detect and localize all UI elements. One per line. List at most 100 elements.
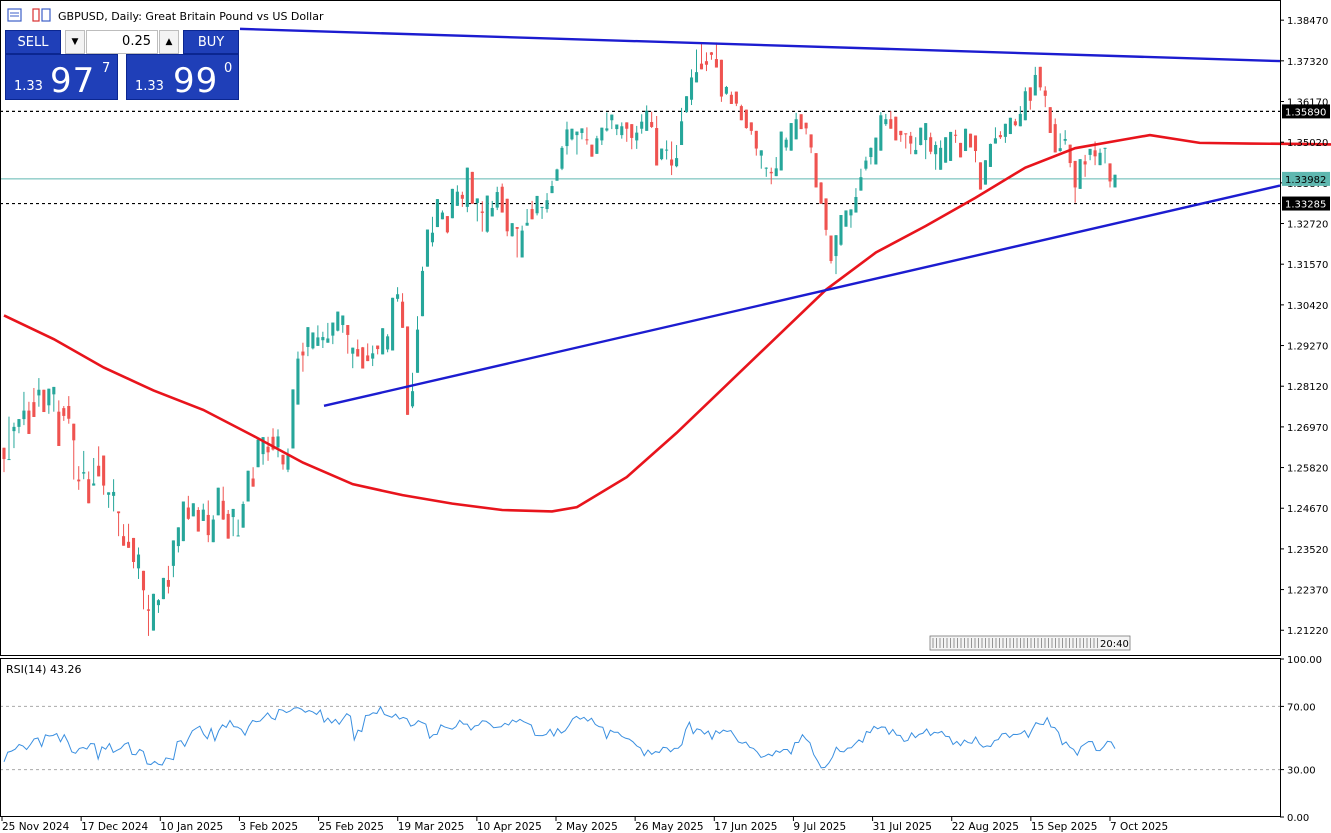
candle bbox=[1063, 130, 1067, 145]
svg-text:1.33285: 1.33285 bbox=[1285, 200, 1326, 211]
candle bbox=[889, 111, 893, 129]
candle bbox=[789, 123, 793, 151]
candle bbox=[714, 42, 718, 68]
y-tick-label: 1.37320 bbox=[1287, 57, 1328, 68]
candle bbox=[934, 141, 938, 170]
support-trendline[interactable] bbox=[323, 184, 1281, 408]
candle bbox=[545, 193, 549, 213]
candle bbox=[131, 537, 136, 569]
candle bbox=[1103, 147, 1107, 164]
rsi-y-tick-label: 100.00 bbox=[1287, 655, 1322, 666]
candle bbox=[161, 577, 165, 600]
candle bbox=[939, 140, 943, 170]
rsi-y-tick-label: 30.00 bbox=[1287, 766, 1316, 777]
candle bbox=[859, 168, 863, 191]
candle bbox=[670, 141, 674, 176]
candle bbox=[117, 511, 121, 537]
candle bbox=[665, 140, 669, 160]
y-tick-label: 1.36170 bbox=[1287, 98, 1328, 109]
window-icon[interactable] bbox=[7, 8, 22, 22]
resistance-trendline[interactable] bbox=[239, 27, 1281, 63]
candle bbox=[1038, 66, 1042, 91]
candle bbox=[420, 266, 425, 317]
candle bbox=[112, 479, 116, 512]
one-click-trading-panel: SELL ▼ 0.25 ▲ BUY 1.33 97 7 1.33 99 0 bbox=[5, 30, 239, 101]
candle bbox=[7, 416, 11, 461]
buy-button[interactable]: BUY bbox=[183, 30, 239, 54]
candle bbox=[341, 315, 345, 333]
buy-price-button[interactable]: 1.33 99 0 bbox=[126, 54, 239, 101]
candle bbox=[1008, 117, 1012, 135]
x-tick-label: 10 Jan 2025 bbox=[160, 821, 223, 833]
x-tick-label: 25 Nov 2024 bbox=[2, 821, 70, 833]
candle bbox=[336, 311, 340, 332]
sell-price-button[interactable]: 1.33 97 7 bbox=[5, 54, 118, 101]
candle bbox=[37, 378, 41, 407]
y-tick-label: 1.26970 bbox=[1287, 423, 1328, 434]
candle bbox=[699, 42, 704, 70]
candle bbox=[82, 450, 86, 480]
candle bbox=[769, 167, 773, 185]
navigation-strip[interactable]: 20:40 bbox=[929, 635, 1131, 651]
candle bbox=[206, 500, 210, 543]
candle bbox=[744, 109, 748, 129]
candle bbox=[1058, 133, 1062, 152]
candle bbox=[605, 112, 609, 132]
buy-price-fraction: 0 bbox=[224, 61, 233, 76]
candle bbox=[839, 215, 843, 246]
candle bbox=[973, 135, 978, 163]
candle bbox=[580, 128, 584, 140]
candle bbox=[709, 51, 713, 60]
candle bbox=[480, 201, 484, 232]
candle bbox=[281, 454, 285, 470]
candle bbox=[575, 131, 579, 155]
candle bbox=[196, 507, 200, 532]
candle bbox=[32, 387, 36, 417]
candle bbox=[301, 342, 305, 372]
candle bbox=[909, 131, 913, 155]
upper-level-price-label: 1.35890 bbox=[1282, 104, 1330, 119]
x-tick-label: 17 Dec 2024 bbox=[81, 821, 148, 833]
candle bbox=[401, 293, 405, 328]
candle bbox=[67, 396, 71, 424]
candle bbox=[485, 195, 489, 233]
candle bbox=[216, 487, 220, 516]
chart-type-icon[interactable] bbox=[32, 8, 40, 22]
volume-input[interactable]: 0.25 bbox=[86, 30, 158, 54]
candle bbox=[954, 129, 958, 143]
candle bbox=[779, 131, 783, 171]
candle bbox=[510, 223, 514, 237]
rsi-frame bbox=[0, 658, 1281, 817]
x-tick-label: 2 May 2025 bbox=[556, 821, 618, 833]
candle bbox=[834, 235, 838, 275]
candle bbox=[186, 495, 190, 520]
candle bbox=[231, 508, 235, 537]
candle bbox=[470, 171, 474, 204]
x-tick-label: 26 May 2025 bbox=[635, 821, 703, 833]
candle bbox=[595, 135, 599, 154]
sell-button[interactable]: SELL bbox=[5, 30, 61, 54]
candle bbox=[959, 142, 963, 158]
candle bbox=[520, 225, 524, 258]
candle bbox=[321, 331, 325, 349]
candle bbox=[719, 59, 723, 102]
candle bbox=[1078, 159, 1082, 189]
candle bbox=[316, 325, 320, 346]
candle bbox=[640, 114, 644, 134]
candle bbox=[286, 448, 290, 473]
volume-decrease-button[interactable]: ▼ bbox=[65, 30, 85, 54]
candle bbox=[490, 200, 494, 217]
candle bbox=[475, 198, 479, 222]
candle bbox=[555, 168, 559, 181]
candle bbox=[829, 235, 833, 264]
candle bbox=[406, 326, 410, 415]
candle bbox=[824, 198, 828, 236]
y-tick-label: 1.23520 bbox=[1287, 545, 1328, 556]
candle bbox=[500, 183, 504, 213]
volume-increase-button[interactable]: ▲ bbox=[159, 30, 179, 54]
candle bbox=[52, 386, 56, 412]
x-tick-label: 3 Feb 2025 bbox=[239, 821, 298, 833]
candle bbox=[371, 345, 375, 367]
candle bbox=[176, 527, 180, 553]
candle bbox=[844, 210, 848, 227]
